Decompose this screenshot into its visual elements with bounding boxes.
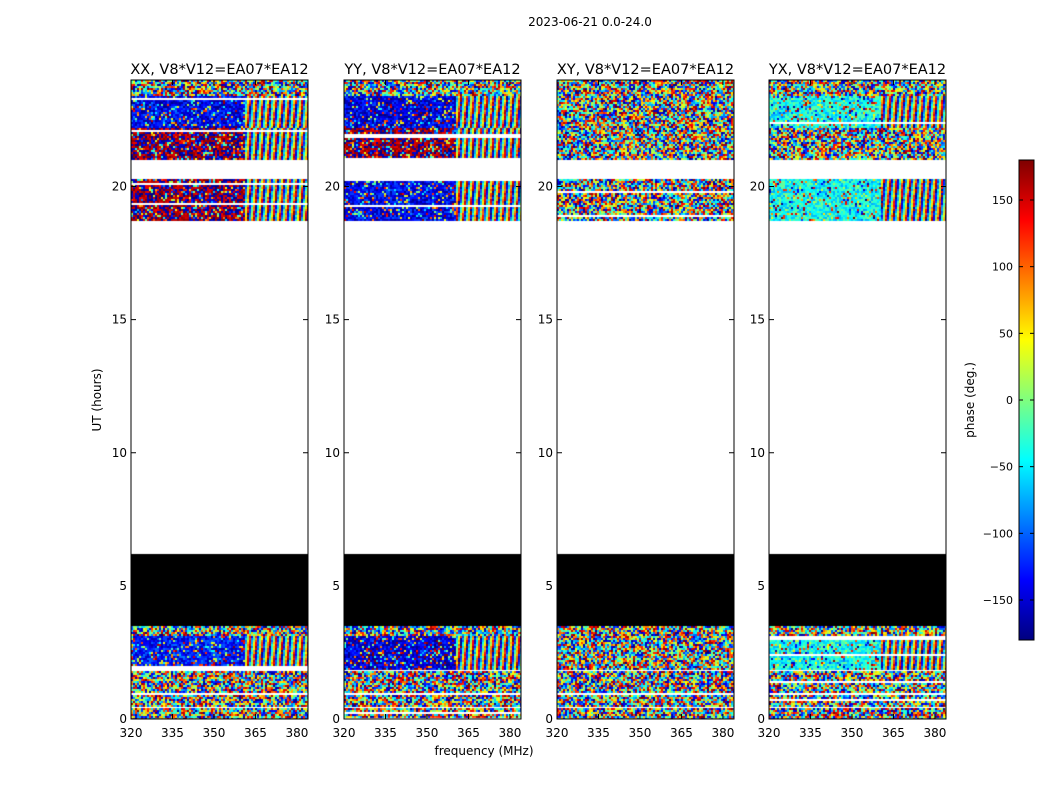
x-axis-label: frequency (MHz) — [434, 744, 533, 758]
y-tick-label: 15 — [538, 313, 553, 327]
colorbar-tick-label: −150 — [983, 594, 1013, 607]
y-tick-label: 0 — [545, 712, 553, 726]
y-tick-label: 15 — [750, 313, 765, 327]
panel-title: YX, V8*V12=EA07*EA12 — [768, 62, 946, 78]
panel-title: YY, V8*V12=EA07*EA12 — [343, 62, 520, 78]
x-tick-label: 335 — [799, 726, 822, 740]
colorbar-tick-label: −100 — [983, 527, 1013, 540]
panel-heatmap — [344, 80, 521, 719]
colorbar-label: phase (deg.) — [963, 362, 977, 438]
x-tick-label: 365 — [244, 726, 267, 740]
y-tick-label: 5 — [119, 579, 127, 593]
x-tick-label: 335 — [374, 726, 397, 740]
y-tick-label: 20 — [538, 180, 553, 194]
panel-title: XX, V8*V12=EA07*EA12 — [130, 62, 308, 78]
x-tick-label: 335 — [587, 726, 610, 740]
y-tick-label: 0 — [332, 712, 340, 726]
colorbar-tick-label: 100 — [992, 261, 1013, 274]
panel-frame — [768, 79, 947, 720]
x-tick-label: 350 — [629, 726, 652, 740]
panel-frame — [343, 79, 522, 720]
x-tick-label: 365 — [882, 726, 905, 740]
panel-heatmap — [769, 80, 946, 719]
panel-title: XY, V8*V12=EA07*EA12 — [557, 62, 734, 78]
y-tick-label: 20 — [112, 180, 127, 194]
panel-frame — [556, 79, 735, 720]
y-tick-label: 0 — [119, 712, 127, 726]
figure-suptitle: 2023-06-21 0.0-24.0 — [528, 15, 652, 29]
y-tick-label: 15 — [325, 313, 340, 327]
panel-1: XX, V8*V12=EA07*EA12 320 335 350 365 380 0 5 10 1… — [112, 62, 309, 740]
x-tick-label: 380 — [923, 726, 946, 740]
x-tick-label: 335 — [161, 726, 184, 740]
y-tick-label: 10 — [112, 446, 127, 460]
x-tick-label: 350 — [841, 726, 864, 740]
y-tick-label: 10 — [325, 446, 340, 460]
panel-2: YY, V8*V12=EA07*EA12 320 335 350 365 380 0 5 10 1… — [325, 62, 522, 740]
y-tick-label: 5 — [757, 579, 765, 593]
x-tick-label: 365 — [670, 726, 693, 740]
colorbar-tick-label: 150 — [992, 194, 1013, 207]
x-tick-label: 380 — [498, 726, 521, 740]
x-tick-label: 320 — [758, 726, 781, 740]
x-tick-label: 350 — [416, 726, 439, 740]
panel-heatmap — [131, 80, 308, 719]
y-tick-label: 20 — [325, 180, 340, 194]
colorbar-tick-label: −50 — [990, 461, 1013, 474]
panel-3: XY, V8*V12=EA07*EA12 320 335 350 365 380 0 5 10 1… — [538, 62, 735, 740]
y-tick-label: 5 — [545, 579, 553, 593]
y-tick-label: 0 — [757, 712, 765, 726]
y-tick-label: 5 — [332, 579, 340, 593]
x-tick-label: 380 — [285, 726, 308, 740]
y-tick-label: 20 — [750, 180, 765, 194]
y-axis-label: UT (hours) — [90, 368, 104, 431]
colorbar-tick-label: 0 — [1006, 394, 1013, 407]
x-tick-label: 350 — [203, 726, 226, 740]
x-tick-label: 365 — [457, 726, 480, 740]
colorbar-tick-label: 50 — [999, 327, 1013, 340]
panel-4: YX, V8*V12=EA07*EA12 320 335 350 365 380 0 5 10 1… — [750, 62, 947, 740]
x-tick-label: 320 — [546, 726, 569, 740]
x-tick-label: 380 — [711, 726, 734, 740]
y-tick-label: 10 — [538, 446, 553, 460]
panel-heatmap — [557, 80, 734, 719]
x-tick-label: 320 — [333, 726, 356, 740]
panel-frame — [130, 79, 309, 720]
panels: XX, V8*V12=EA07*EA12 320 335 350 365 380 0 5 10 1… — [112, 62, 947, 740]
colorbar: 150 100 50 0 −50 −100 −150 phase (deg.) — [963, 159, 1035, 641]
y-tick-label: 15 — [112, 313, 127, 327]
y-tick-label: 10 — [750, 446, 765, 460]
x-tick-label: 320 — [120, 726, 143, 740]
